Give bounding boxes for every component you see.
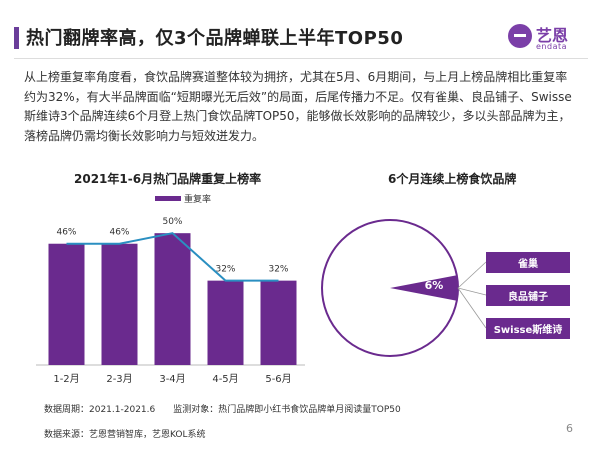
- bar-chart-legend: 重复率: [155, 192, 211, 205]
- bar: [154, 233, 191, 365]
- bar: [207, 280, 244, 365]
- legend-label: 重复率: [184, 195, 212, 205]
- bar-value-label: 32%: [215, 265, 235, 275]
- bar-chart: 46% 1-2月 46% 2-3月 50% 3-4月 32% 4-5月 32% 5-6月: [36, 217, 305, 385]
- title-accent-bar: [14, 27, 19, 49]
- intro-paragraph: 从上榜重复率角度看，食饮品牌赛道整体较为拥挤，尤其在5月、6月期间，与上月上榜品…: [24, 70, 572, 143]
- bar: [101, 243, 138, 365]
- x-tick-label: 3-4月: [159, 373, 185, 385]
- legend-swatch: [155, 196, 181, 201]
- brand-logo: 艺恩 endata: [508, 22, 588, 52]
- bar-chart-title: 2021年1-6月热门品牌重复上榜率: [74, 172, 262, 186]
- brand-callout-swisse: Swisse斯维诗: [486, 318, 570, 339]
- page-title: 热门翻牌率高，仅3个品牌蝉联上半年TOP50: [26, 28, 404, 49]
- page-number: 6: [566, 422, 573, 435]
- header-divider: [14, 58, 588, 59]
- callout-connector: [457, 287, 487, 296]
- pie-slice-label: 6%: [425, 279, 444, 292]
- logo-text-en: endata: [536, 42, 568, 51]
- bar-value-label: 46%: [56, 228, 76, 238]
- bar-value-label: 50%: [162, 217, 182, 227]
- bar-value-label: 32%: [268, 265, 288, 275]
- bar: [48, 243, 85, 365]
- bar-value-label: 46%: [109, 228, 129, 238]
- callout-connector: [457, 287, 487, 329]
- logo-mark-icon: [508, 24, 532, 48]
- brand-callout-nestle: 雀巢: [486, 252, 570, 273]
- brand-callout-bestore: 良品铺子: [486, 285, 570, 306]
- pie-chart-title: 6个月连续上榜食饮品牌: [388, 172, 517, 186]
- x-tick-label: 1-2月: [53, 373, 79, 385]
- footnote-period: 数据周期：2021.1-2021.6 监测对象：热门品牌即小红书食饮品牌单月阅读…: [44, 405, 401, 415]
- x-tick-label: 4-5月: [212, 373, 238, 385]
- x-tick-label: 2-3月: [106, 373, 132, 385]
- bar: [260, 280, 297, 365]
- callout-connector: [457, 261, 487, 289]
- trend-line: [66, 232, 279, 282]
- footnote-source: 数据来源：艺恩营销智库，艺恩KOL系统: [44, 430, 206, 440]
- pie-slice-highlight: [390, 275, 458, 301]
- logo-text-cn: 艺恩: [536, 26, 569, 45]
- x-tick-label: 5-6月: [265, 373, 291, 385]
- pie-chart: 6%: [321, 219, 487, 357]
